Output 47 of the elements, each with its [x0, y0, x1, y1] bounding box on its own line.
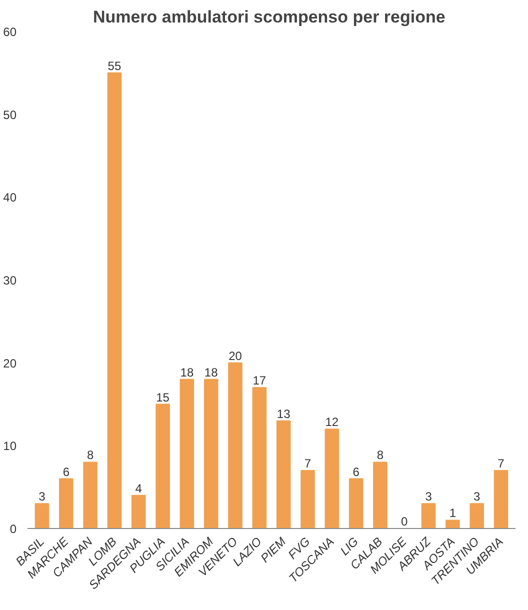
- bar: [373, 462, 388, 528]
- chart-title: Numero ambulatori scompenso per regione: [92, 8, 446, 26]
- data-label: 0: [401, 514, 408, 528]
- bar: [204, 378, 218, 528]
- bar: [276, 420, 291, 528]
- bar: [34, 503, 50, 528]
- y-tick-label: 20: [3, 356, 17, 370]
- data-label: 7: [304, 456, 312, 471]
- bar: [59, 478, 74, 528]
- data-label: 55: [108, 58, 122, 73]
- data-label: 6: [62, 464, 70, 479]
- bar: [446, 520, 460, 528]
- data-label: 13: [276, 406, 291, 421]
- y-tick-label: 30: [3, 274, 17, 288]
- data-label: 20: [228, 348, 242, 363]
- bar: [156, 404, 170, 528]
- data-label: 3: [425, 490, 432, 504]
- data-label: 6: [352, 464, 360, 479]
- y-tick-label: 10: [3, 439, 17, 454]
- data-label: 8: [86, 448, 94, 462]
- bar: [107, 72, 122, 528]
- data-label: 1: [449, 506, 456, 520]
- data-label: 3: [38, 490, 46, 504]
- data-label: 18: [180, 365, 194, 380]
- data-label: 3: [474, 490, 481, 504]
- y-tick-label: 60: [3, 25, 17, 39]
- data-label: 4: [135, 481, 142, 496]
- data-label: 8: [376, 448, 384, 462]
- bar: [324, 428, 340, 528]
- data-label: 17: [252, 374, 266, 388]
- bar: [421, 503, 436, 528]
- y-tick-label: 40: [3, 190, 17, 205]
- bar: [300, 470, 315, 528]
- y-tick-label: 50: [3, 108, 17, 122]
- data-label: 15: [156, 390, 170, 404]
- bar: [470, 503, 484, 528]
- bar: [494, 470, 508, 528]
- bar: [131, 494, 146, 528]
- y-tick-label: 0: [10, 522, 17, 536]
- bar: [180, 378, 194, 528]
- bar: [83, 462, 98, 528]
- data-label: 7: [498, 456, 505, 471]
- data-label: 12: [325, 415, 339, 430]
- bar: [252, 387, 267, 528]
- bar: [348, 478, 364, 528]
- bar: [228, 362, 242, 528]
- data-label: 18: [204, 365, 218, 380]
